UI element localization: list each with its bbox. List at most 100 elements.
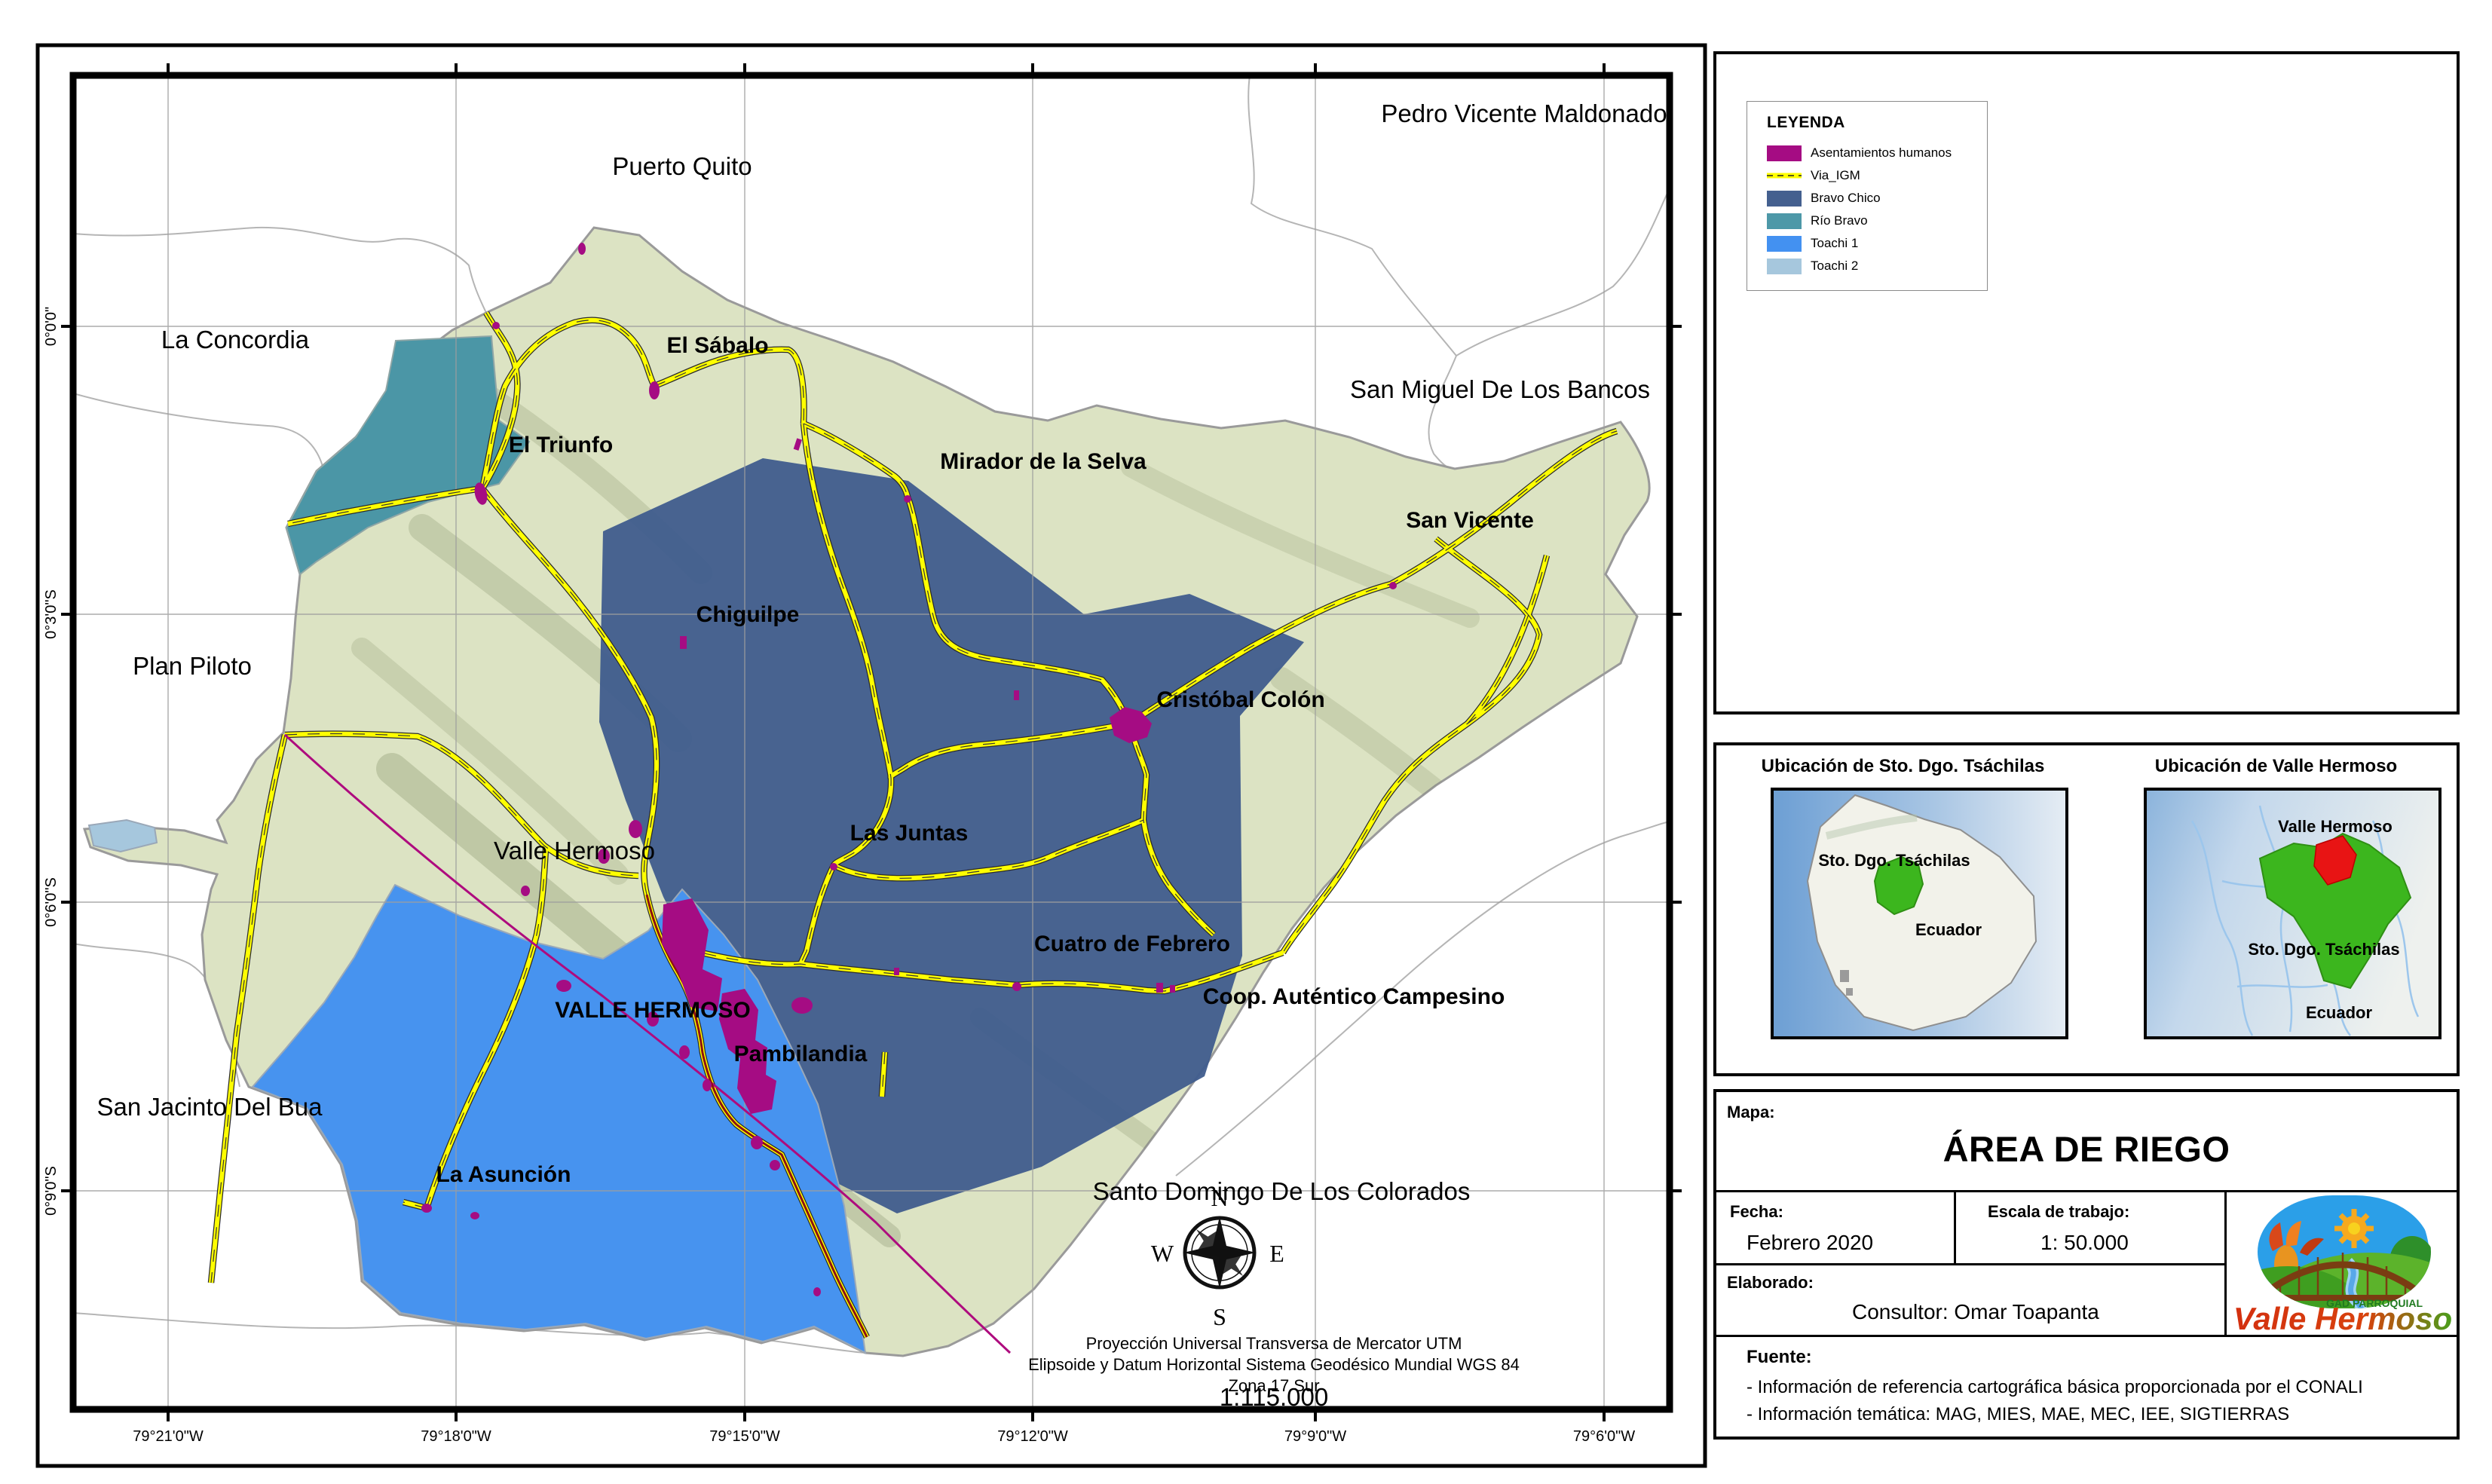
boundary-line [1248, 75, 1458, 470]
label-cuatro-de-febrero: Cuatro de Febrero [1034, 932, 1230, 956]
boundary-line [1175, 821, 1670, 1176]
legend-item-rio-bravo: Río Bravo [1767, 212, 1868, 230]
projection-line-3: Zona 17 Sur [1228, 1376, 1319, 1395]
label-el-sabalo: El Sábalo [666, 333, 768, 358]
legend-swatch [1767, 213, 1802, 229]
tick-label: 79°18'0"W [421, 1428, 491, 1445]
tick-label: 79°9'0"W [1284, 1428, 1346, 1445]
inset-label-country: Ecuador [1915, 920, 1982, 939]
elaborado-label: Elaborado: [1727, 1273, 1814, 1292]
tick-label: 0°9'0"S [43, 1166, 60, 1216]
ecuador-outline [1806, 794, 2037, 1032]
fecha-value: Febrero 2020 [1747, 1231, 1874, 1254]
map-labels: Puerto Quito Pedro Vicente Maldonado La … [96, 99, 1667, 1205]
fecha-label: Fecha: [1730, 1202, 1783, 1221]
label-pedro-vicente-maldonado: Pedro Vicente Maldonado [1381, 99, 1667, 127]
label-san-miguel: San Miguel De Los Bancos [1350, 375, 1650, 403]
label-mirador: Mirador de la Selva [940, 449, 1147, 474]
legend-item-toachi-1: Toachi 1 [1767, 234, 1858, 252]
legend-item-via-igm: Via_IGM [1767, 167, 1860, 185]
inset-map-province: Valle Hermoso Sto. Dgo. Tsáchilas Ecuado… [2144, 788, 2441, 1039]
legend-title: LEYENDA [1767, 114, 1845, 131]
insets-panel: Ubicación de Sto. Dgo. Tsáchilas Ubicaci… [1713, 742, 2460, 1076]
map-outer-border [35, 43, 1707, 1468]
label-plan-piloto: Plan Piloto [133, 652, 252, 680]
label-la-concordia: La Concordia [161, 326, 310, 353]
legend-swatch [1767, 190, 1802, 207]
logo-sun-icon [2334, 1209, 2374, 1248]
projection-line-1: Proyección Universal Transversa de Merca… [1086, 1334, 1462, 1353]
inset-label-country: Ecuador [2306, 1003, 2372, 1022]
boundary-line [1456, 188, 1670, 356]
info-panel: Mapa: ÁREA DE RIEGO Fecha: Febrero 2020 … [1713, 1089, 2460, 1440]
inset-label-province: Sto. Dgo. Tsáchilas [1818, 851, 1970, 870]
label-santo-domingo: Santo Domingo De Los Colorados [1093, 1177, 1471, 1205]
label-las-juntas: Las Juntas [850, 821, 969, 846]
elaborado-value: Consultor: Omar Toapanta [1852, 1300, 2099, 1323]
logo-hill-2 [2258, 1266, 2363, 1308]
legend-swatch-line [1767, 167, 1802, 184]
compass-e: E [1269, 1240, 1284, 1267]
inset-label-province: Sto. Dgo. Tsáchilas [2248, 940, 2399, 959]
fuente-label: Fuente: [1747, 1347, 1812, 1367]
legend-box: LEYENDA Asentamientos humanos Via_IGM Br… [1747, 101, 1988, 291]
label-san-jacinto: San Jacinto Del Bua [96, 1093, 323, 1121]
inset-title-right: Ubicación de Valle Hermoso [2154, 756, 2398, 776]
projection-notes: Proyección Universal Transversa de Merca… [1028, 1334, 1520, 1395]
graticule-ticks [61, 63, 1682, 1421]
boundary-line [73, 226, 487, 314]
tick-label: 0°0'0" [43, 307, 60, 346]
projection-line-2: Elipsoide y Datum Horizontal Sistema Geo… [1028, 1355, 1520, 1374]
compass-n: N [1211, 1184, 1228, 1211]
logo-name-text: Valle Hermoso [2233, 1301, 2452, 1335]
label-la-asuncion: La Asunción [436, 1162, 571, 1187]
fuente-line-1: - Información de referencia cartográfica… [1747, 1377, 2363, 1397]
mapa-label: Mapa: [1727, 1103, 1775, 1121]
legend-panel: LEYENDA Asentamientos humanos Via_IGM Br… [1713, 51, 2460, 714]
legend-swatch [1767, 235, 1802, 252]
legend-swatch [1767, 258, 1802, 274]
map-content: Puerto Quito Pedro Vicente Maldonado La … [73, 75, 1670, 1411]
inset-map-ecuador: Sto. Dgo. Tsáchilas Ecuador [1771, 788, 2068, 1039]
logo-valle-hermoso: GAD PARROQUIAL Valle Hermoso [2227, 1192, 2458, 1335]
settlements [421, 243, 1397, 1296]
compass-rose: N E S W [1151, 1184, 1284, 1330]
label-valle-hermoso-town: VALLE HERMOSO [555, 998, 750, 1023]
map-scale-text: 1:115.000 [1220, 1383, 1328, 1411]
label-valle-hermoso-parish: Valle Hermoso [494, 837, 655, 864]
parish-highlight [2313, 835, 2357, 886]
label-el-triunfo: El Triunfo [509, 433, 613, 457]
map-title: ÁREA DE RIEGO [1942, 1129, 2230, 1169]
inset-label-parish: Valle Hermoso [2278, 817, 2393, 836]
label-chiguilpe: Chiguilpe [696, 602, 800, 627]
tick-label: 0°6'0"S [43, 877, 60, 927]
legend-swatch [1767, 145, 1802, 161]
legend-item-bravo-chico: Bravo Chico [1767, 189, 1881, 207]
logo-gad-text: GAD PARROQUIAL [2326, 1297, 2423, 1309]
label-san-vicente: San Vicente [1406, 508, 1534, 533]
label-pambilandia: Pambilandia [734, 1042, 868, 1066]
label-cristobal-colon: Cristóbal Colón [1156, 687, 1324, 712]
label-coop-autentico: Coop. Auténtico Campesino [1203, 984, 1505, 1009]
dark-red-road [645, 894, 868, 1338]
tick-label: 0°3'0"S [43, 589, 60, 639]
region-toachi-2 [87, 818, 158, 853]
inset-title-left: Ubicación de Sto. Dgo. Tsáchilas [1761, 756, 2045, 776]
label-puerto-quito: Puerto Quito [612, 152, 752, 180]
tick-label: 79°6'0"W [1573, 1428, 1635, 1445]
tick-label: 79°21'0"W [133, 1428, 204, 1445]
escala-value: 1: 50.000 [2040, 1231, 2129, 1254]
tick-label: 79°15'0"W [709, 1428, 780, 1445]
graticule [73, 75, 1670, 1409]
legend-item-asentamientos: Asentamientos humanos [1767, 144, 1952, 162]
compass-w: W [1151, 1240, 1174, 1267]
compass-s: S [1213, 1303, 1226, 1330]
province-highlight [1873, 855, 1924, 916]
escala-label: Escala de trabajo: [1988, 1202, 2130, 1221]
map-frame [69, 72, 1673, 1413]
fuente-line-2: - Información temática: MAG, MIES, MAE, … [1747, 1404, 2290, 1424]
legend-item-toachi-2: Toachi 2 [1767, 257, 1858, 275]
red-line-diagonal [283, 733, 1012, 1354]
